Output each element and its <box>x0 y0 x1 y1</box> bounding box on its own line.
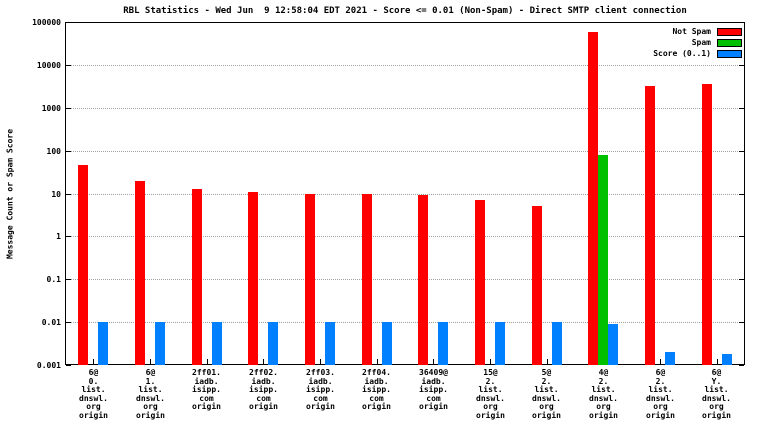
x-tick <box>207 359 208 364</box>
bar-not-spam <box>418 195 428 365</box>
y-tick <box>66 108 71 109</box>
bar-spam <box>598 154 608 365</box>
legend-entry: Not Spam <box>653 26 742 37</box>
legend-entry: Spam <box>653 37 742 48</box>
y-tick-label: 10 <box>51 190 61 199</box>
bar-score-0-1- <box>268 322 278 365</box>
x-tick-label: 6@ 0. list. dnswl. org origin <box>79 368 108 420</box>
bar-score-0-1- <box>552 322 562 365</box>
y-tick <box>739 194 744 195</box>
bar-not-spam <box>192 188 202 365</box>
grid-line <box>66 279 744 280</box>
x-tick <box>150 359 151 364</box>
y-tick-label: 1000 <box>41 104 61 113</box>
x-tick-label: 36409@ iadb. isipp. com origin <box>419 368 448 411</box>
bar-score-0-1- <box>438 322 448 365</box>
legend-label: Spam <box>691 38 711 47</box>
y-tick-label: 0.001 <box>36 361 61 370</box>
grid-line <box>66 236 744 237</box>
bar-not-spam <box>645 85 655 365</box>
grid-line <box>66 65 744 66</box>
y-tick <box>66 22 71 23</box>
bar-score-0-1- <box>608 324 618 365</box>
x-tick-label: 2ff02. iadb. isipp. com origin <box>249 368 278 411</box>
bar-not-spam <box>135 180 145 365</box>
plot-area <box>65 22 745 365</box>
grid-line <box>66 194 744 195</box>
y-tick <box>739 22 744 23</box>
legend-swatch <box>717 27 742 36</box>
x-tick <box>490 359 491 364</box>
x-tick-label: 6@ 1. list. dnswl. org origin <box>136 368 165 420</box>
y-tick <box>739 236 744 237</box>
bar-score-0-1- <box>495 322 505 365</box>
y-tick <box>739 108 744 109</box>
legend-label: Score (0..1) <box>653 49 711 58</box>
bar-score-0-1- <box>382 322 392 365</box>
bar-score-0-1- <box>212 322 222 365</box>
y-tick <box>739 322 744 323</box>
x-tick <box>263 359 264 364</box>
y-tick <box>66 279 71 280</box>
x-tick <box>377 359 378 364</box>
x-tick-label: 2ff01. iadb. isipp. com origin <box>192 368 221 411</box>
y-tick <box>739 65 744 66</box>
y-tick-label: 0.1 <box>46 275 61 284</box>
bar-score-0-1- <box>325 322 335 365</box>
bar-not-spam <box>532 206 542 365</box>
x-tick <box>93 359 94 364</box>
y-tick <box>739 151 744 152</box>
y-tick-label: 10000 <box>36 61 61 70</box>
x-tick <box>547 359 548 364</box>
y-tick <box>66 151 71 152</box>
y-tick-label: 1 <box>56 232 61 241</box>
y-tick <box>739 365 744 366</box>
bar-not-spam <box>588 31 598 365</box>
x-tick <box>717 359 718 364</box>
bar-not-spam <box>248 191 258 365</box>
bar-score-0-1- <box>665 352 675 365</box>
bar-score-0-1- <box>722 354 732 365</box>
y-tick <box>66 194 71 195</box>
grid-line <box>66 108 744 109</box>
bar-not-spam <box>78 165 88 365</box>
y-tick <box>66 65 71 66</box>
bar-not-spam <box>362 193 372 365</box>
x-tick-label: 5@ 2. list. dnswl. org origin <box>532 368 561 420</box>
x-tick-label: 6@ Y. list. dnswl. org origin <box>702 368 731 420</box>
y-tick <box>739 279 744 280</box>
grid-line <box>66 151 744 152</box>
bar-score-0-1- <box>98 322 108 365</box>
legend-entry: Score (0..1) <box>653 48 742 59</box>
y-tick-label: 100 <box>46 147 61 156</box>
x-tick <box>660 359 661 364</box>
y-tick-label: 100000 <box>32 18 61 27</box>
x-tick-label: 15@ 2. list. dnswl. org origin <box>476 368 505 420</box>
bar-score-0-1- <box>155 322 165 365</box>
y-tick <box>66 322 71 323</box>
legend-label: Not Spam <box>672 27 711 36</box>
x-tick <box>320 359 321 364</box>
y-tick <box>66 236 71 237</box>
legend: Not Spam Spam Score (0..1) <box>653 26 742 59</box>
bar-not-spam <box>702 83 712 365</box>
legend-swatch <box>717 38 742 47</box>
x-tick-label: 2ff03. iadb. isipp. com origin <box>306 368 335 411</box>
x-tick <box>433 359 434 364</box>
legend-swatch <box>717 49 742 58</box>
y-tick <box>66 365 71 366</box>
bar-not-spam <box>475 200 485 365</box>
y-tick-label: 0.01 <box>41 318 61 327</box>
bar-not-spam <box>305 193 315 365</box>
x-tick-label: 6@ 2. list. dnswl. org origin <box>646 368 675 420</box>
x-tick-label: 4@ 2. list. dnswl. org origin <box>589 368 618 420</box>
x-tick-label: 2ff04. iadb. isipp. com origin <box>362 368 391 411</box>
grid-line <box>66 322 744 323</box>
chart-title: RBL Statistics - Wed Jun 9 12:58:04 EDT … <box>123 6 687 16</box>
